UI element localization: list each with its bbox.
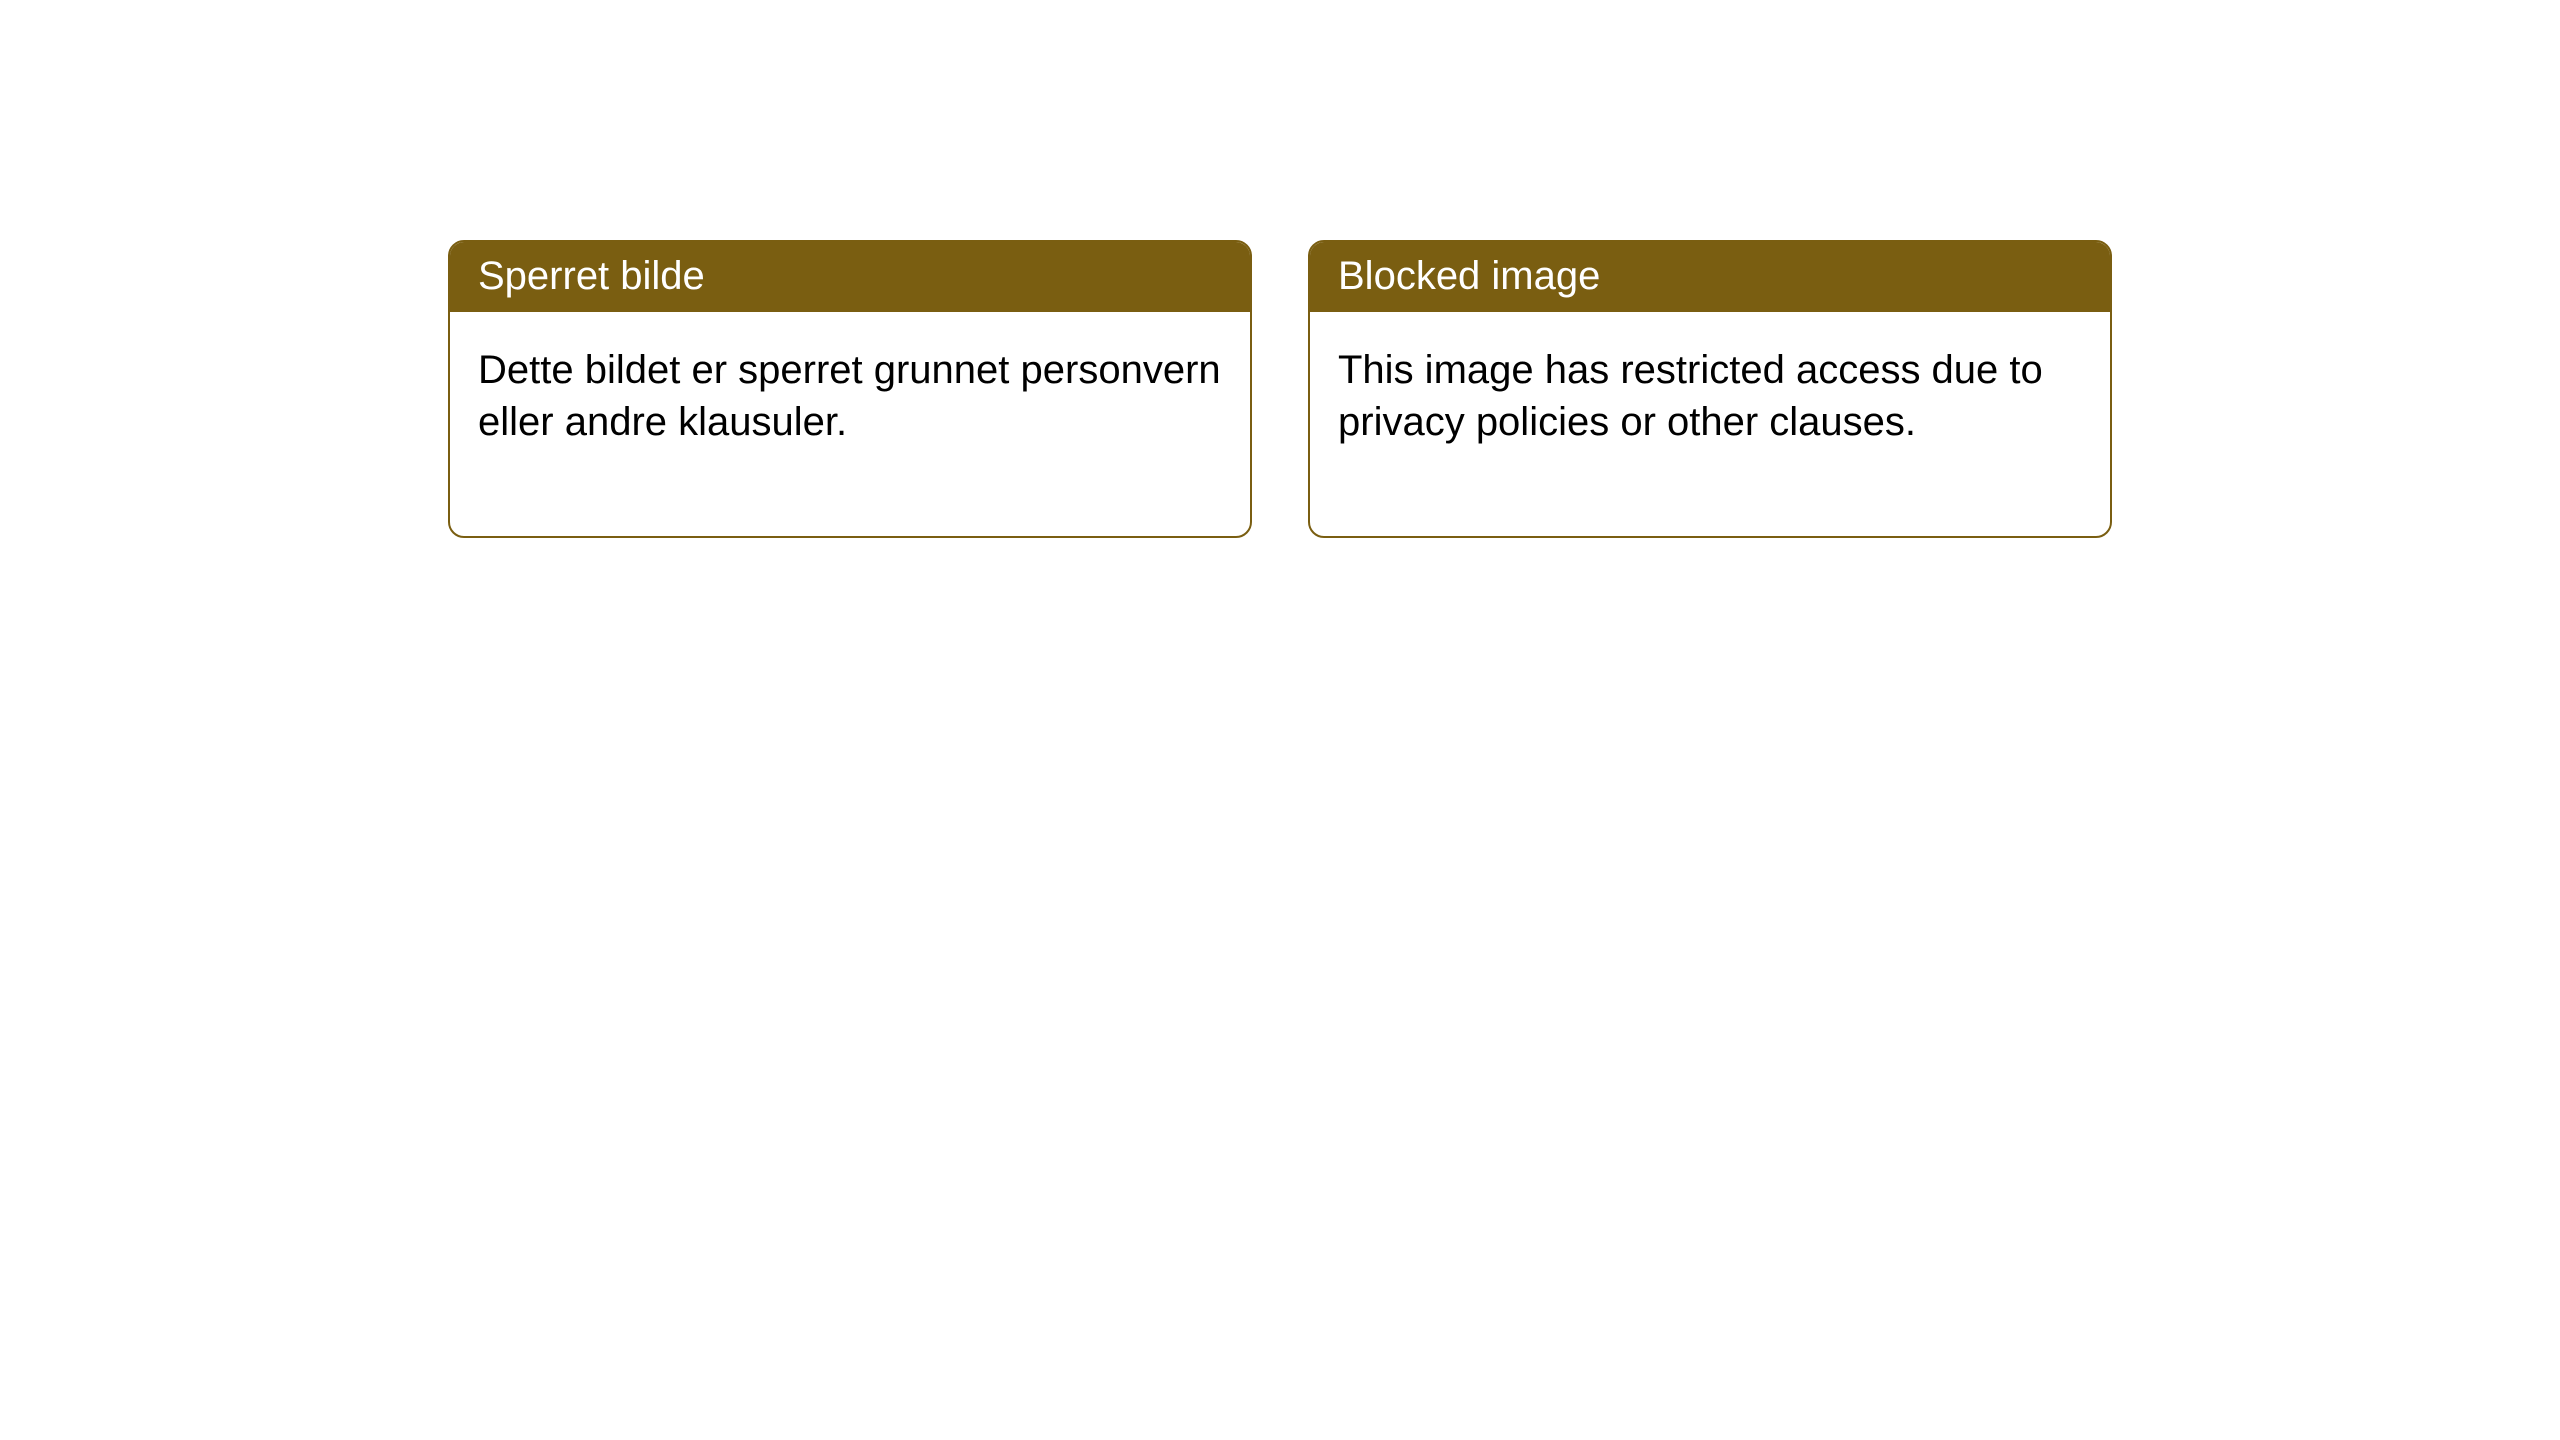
notice-container: Sperret bilde Dette bildet er sperret gr… [0, 0, 2560, 538]
notice-title-norwegian: Sperret bilde [450, 242, 1250, 312]
notice-body-norwegian: Dette bildet er sperret grunnet personve… [450, 312, 1250, 536]
notice-body-english: This image has restricted access due to … [1310, 312, 2110, 536]
notice-card-norwegian: Sperret bilde Dette bildet er sperret gr… [448, 240, 1252, 538]
notice-title-english: Blocked image [1310, 242, 2110, 312]
notice-card-english: Blocked image This image has restricted … [1308, 240, 2112, 538]
